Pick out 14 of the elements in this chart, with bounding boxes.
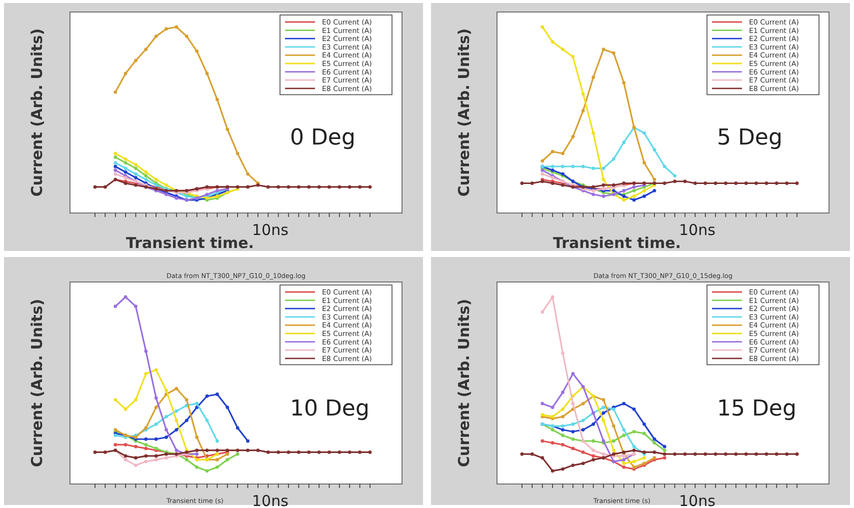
annotation: 5 Deg — [717, 126, 782, 151]
y-axis-title: Current (Arb. Units) — [28, 28, 46, 197]
y-axis-title: Current (Arb. Units) — [28, 298, 46, 468]
x-axis-title: Transient time. — [126, 234, 254, 252]
text: 10ns — [679, 221, 716, 239]
y-axis-title: Current (Arb. Units) — [455, 298, 473, 468]
annotation: 0 Deg — [290, 126, 356, 151]
x-axis-title: Transient time. — [553, 234, 681, 252]
annotation: 10 Deg — [290, 396, 370, 422]
y-axis-title: Current (Arb. Units) — [455, 28, 473, 197]
annotation: 15 Deg — [717, 396, 796, 422]
text: 10ns — [252, 221, 289, 239]
text: 10ns — [679, 492, 716, 508]
text: 10ns — [252, 492, 289, 508]
